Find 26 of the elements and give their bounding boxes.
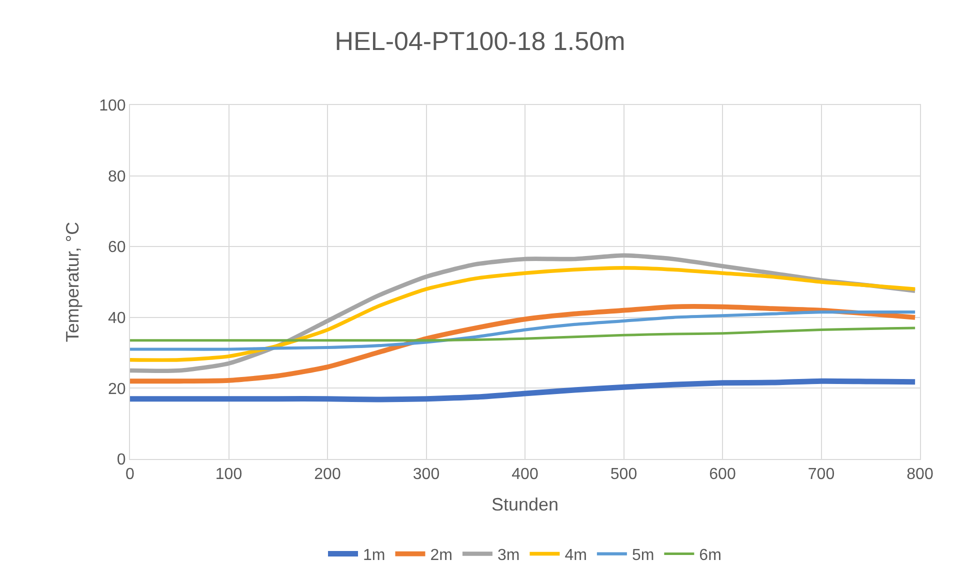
- x-tick-label: 600: [709, 466, 736, 484]
- y-tick-label: 100: [99, 98, 126, 115]
- legend-label: 6m: [699, 547, 722, 564]
- x-tick-label: 200: [314, 466, 341, 484]
- chart-title: HEL-04-PT100-18 1.50m: [334, 26, 626, 56]
- y-tick-label: 20: [108, 380, 126, 398]
- legend-label: 1m: [363, 547, 386, 564]
- legend-label: 4m: [564, 547, 587, 564]
- x-tick-label: 300: [412, 466, 440, 484]
- y-tick-label: 80: [108, 168, 126, 186]
- y-axis-title: Temperatur, °C: [62, 222, 82, 342]
- line-series: [130, 326, 916, 342]
- x-tick-label: 100: [215, 466, 242, 484]
- legend-label: 2m: [430, 547, 452, 564]
- legend-label: 5m: [632, 547, 654, 564]
- line-series: [130, 266, 917, 362]
- x-tick-label: 700: [808, 466, 835, 484]
- x-axis-title: Stunden: [491, 494, 559, 514]
- y-tick-label: 40: [108, 310, 126, 327]
- y-tick-label: 0: [116, 452, 126, 469]
- legend-label: 3m: [497, 547, 520, 564]
- x-tick-label: 800: [906, 466, 934, 484]
- x-tick-label: 400: [512, 466, 538, 484]
- line-series: [130, 310, 917, 351]
- y-tick-label: 60: [108, 239, 126, 256]
- x-tick-label: 500: [610, 466, 638, 484]
